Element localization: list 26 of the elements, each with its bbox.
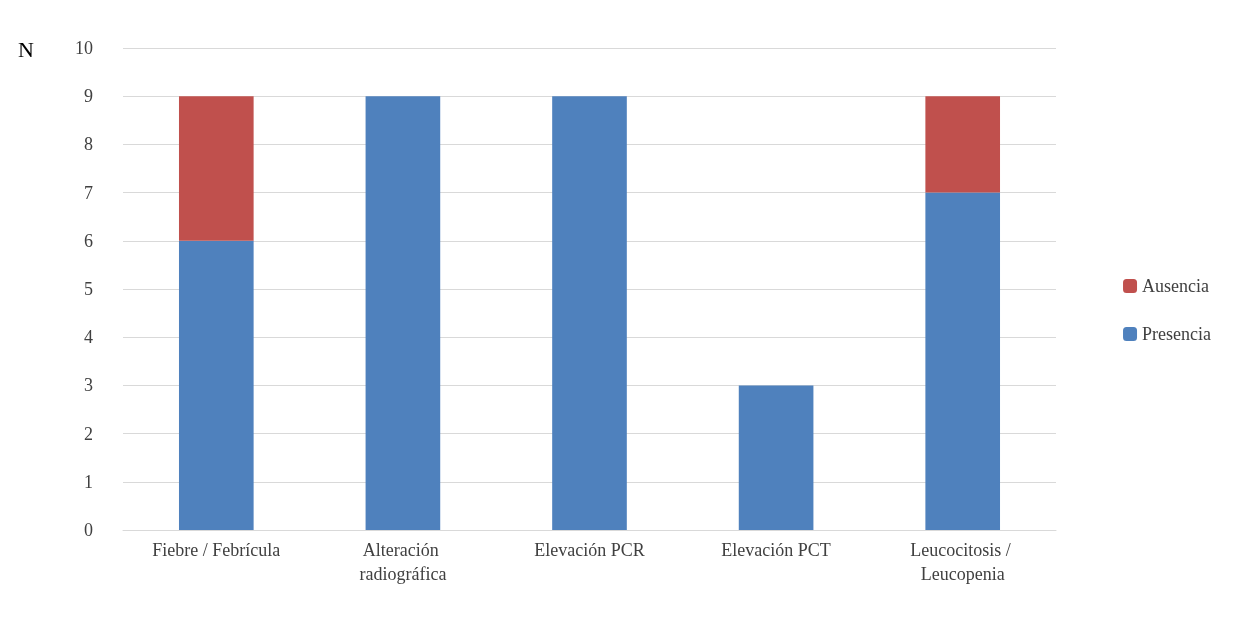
y-tick-label: 0 — [84, 520, 93, 540]
y-tick-label: 7 — [84, 182, 93, 203]
bar — [178, 240, 254, 530]
y-tick-label: 2 — [84, 423, 93, 444]
x-tick-label: Fiebre / Febrícula — [152, 540, 281, 560]
y-tick-label: 8 — [84, 134, 93, 155]
legend-label: Presencia — [1142, 324, 1212, 344]
bar — [552, 96, 627, 530]
x-tick-label: Leucocitosis / Leucopenia — [910, 540, 1016, 584]
y-tick-label: 10 — [75, 38, 93, 58]
x-tick-label: Elevación PCT — [721, 540, 831, 560]
bar — [925, 192, 1001, 530]
y-tick-label: 9 — [84, 86, 93, 107]
y-tick-label: 6 — [84, 230, 93, 251]
y-tick-label: 3 — [84, 375, 93, 396]
x-tick-label: Elevación PCR — [534, 540, 645, 560]
bar — [178, 96, 254, 241]
bar — [925, 96, 1001, 193]
y-axis-title: N — [18, 36, 34, 62]
bar — [365, 96, 441, 530]
x-tick-label: Alteración radiográfica — [359, 540, 447, 584]
legend-label: Ausencia — [1142, 276, 1210, 296]
y-tick-label: 5 — [84, 279, 93, 299]
y-tick-label: 4 — [84, 327, 93, 348]
y-tick-label: 1 — [84, 471, 93, 492]
bar — [738, 385, 814, 530]
